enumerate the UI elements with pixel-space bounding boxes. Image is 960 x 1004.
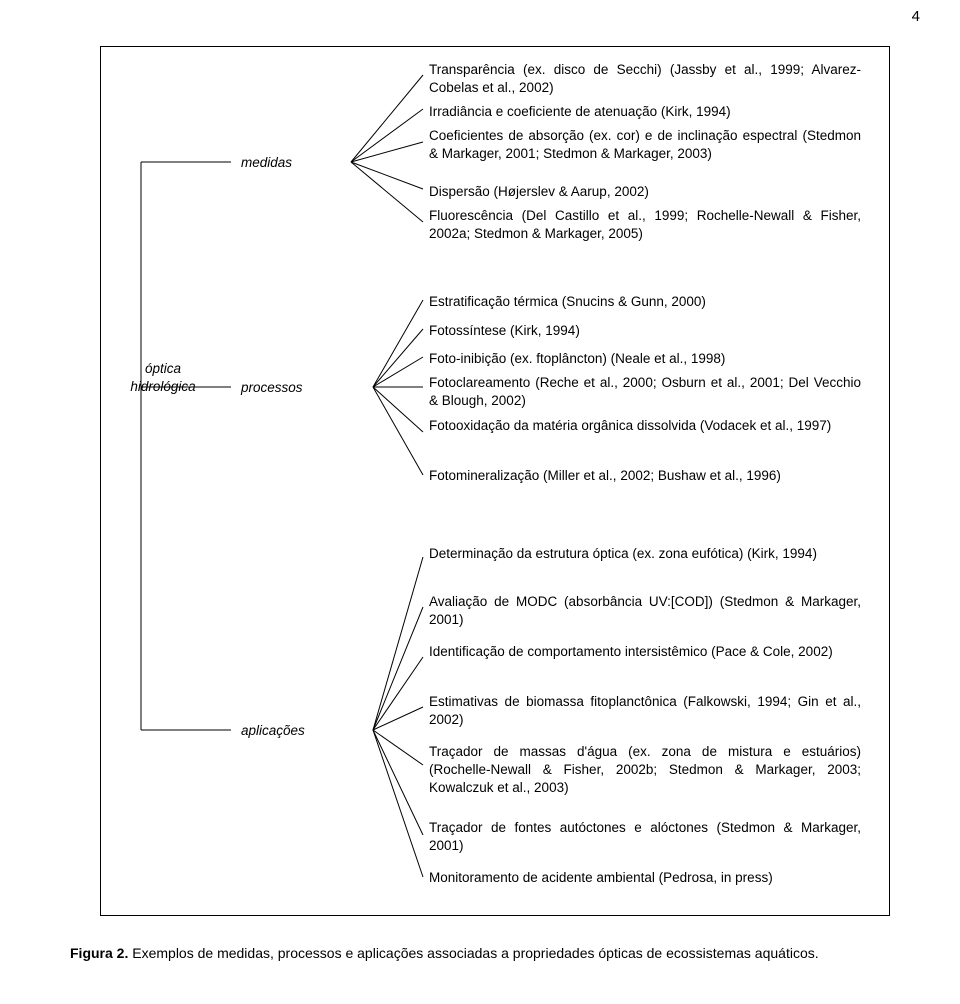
medidas-item-3: Dispersão (Højerslev & Aarup, 2002) — [429, 183, 861, 201]
medidas-item-4: Fluorescência (Del Castillo et al., 1999… — [429, 207, 861, 243]
processos-item-2: Foto-inibição (ex. ftoplâncton) (Neale e… — [429, 350, 861, 368]
processos-item-1: Fotossíntese (Kirk, 1994) — [429, 322, 861, 340]
processos-item-3: Fotoclareamento (Reche et al., 2000; Osb… — [429, 374, 861, 410]
processos-item-5: Fotomineralização (Miller et al., 2002; … — [429, 467, 861, 485]
aplicacoes-item-4: Traçador de massas d'água (ex. zona de m… — [429, 743, 861, 796]
aplicacoes-item-6: Monitoramento de acidente ambiental (Ped… — [429, 869, 861, 887]
branch-medidas-label: medidas — [241, 154, 292, 172]
processos-item-4: Fotooxidação da matéria orgânica dissolv… — [429, 417, 861, 435]
medidas-item-0: Transparência (ex. disco de Secchi) (Jas… — [429, 61, 861, 97]
page-number: 4 — [912, 8, 920, 25]
aplicacoes-item-2: Identificação de comportamento intersist… — [429, 643, 861, 661]
diagram-frame: óptica hidrológica medidas processos apl… — [100, 46, 890, 916]
aplicacoes-item-0: Determinação da estrutura óptica (ex. zo… — [429, 545, 861, 563]
aplicacoes-item-5: Traçador de fontes autóctones e alóctone… — [429, 819, 861, 855]
medidas-item-1: Irradiância e coeficiente de atenuação (… — [429, 103, 861, 121]
caption-bold: Figura 2. — [70, 945, 128, 961]
branch-processos-label: processos — [241, 379, 303, 397]
page: 4 — [0, 0, 960, 1004]
caption-text: Exemplos de medidas, processos e aplicaç… — [128, 945, 818, 961]
medidas-item-2: Coeficientes de absorção (ex. cor) e de … — [429, 127, 861, 163]
aplicacoes-item-1: Avaliação de MODC (absorbância UV:[COD])… — [429, 593, 861, 629]
processos-item-0: Estratificação térmica (Snucins & Gunn, … — [429, 293, 861, 311]
figure-caption: Figura 2. Exemplos de medidas, processos… — [70, 944, 900, 963]
branch-aplicacoes-label: aplicações — [241, 722, 305, 740]
root-label: óptica hidrológica — [113, 360, 213, 396]
aplicacoes-item-3: Estimativas de biomassa fitoplanctônica … — [429, 693, 861, 729]
